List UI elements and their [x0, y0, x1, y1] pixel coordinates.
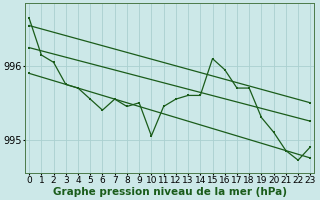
X-axis label: Graphe pression niveau de la mer (hPa): Graphe pression niveau de la mer (hPa) — [53, 187, 287, 197]
